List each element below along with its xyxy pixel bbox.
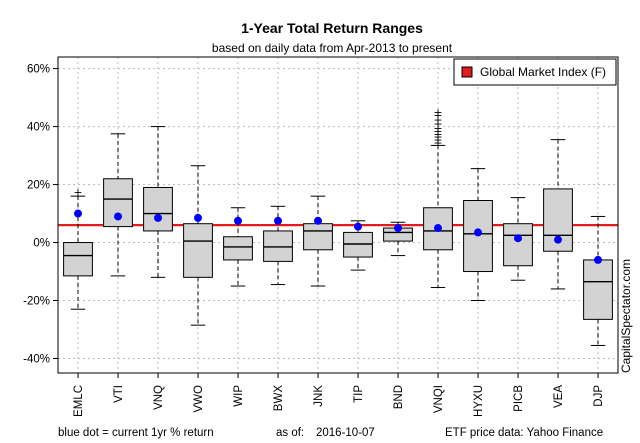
current-return-dot [114, 212, 122, 221]
x-tick-label: TIP [353, 385, 365, 403]
x-tick-label: VEA [553, 385, 565, 408]
boxplot-picb [503, 197, 533, 281]
box [263, 230, 293, 262]
y-tick-label: -20% [23, 296, 50, 308]
boxplot-vnq [143, 126, 173, 278]
side-label: CapitalSpectator.com [619, 259, 633, 373]
x-tick-label: BND [393, 385, 405, 409]
x-tick-label: VNQI [433, 385, 445, 413]
x-tick-label: VTI [113, 385, 125, 403]
box [303, 223, 333, 251]
boxplot-vwo [183, 165, 213, 326]
outlier-point: + [433, 134, 442, 147]
outlier-point: + [433, 131, 442, 144]
chart-title: 1-Year Total Return Ranges [241, 20, 423, 36]
y-tick-label: 60% [27, 64, 50, 76]
x-tick-label: HYXU [473, 385, 485, 417]
footer-note: blue dot = current 1yr % return [58, 427, 214, 439]
legend-swatch [461, 66, 473, 78]
box [583, 259, 613, 320]
boxplots: +++++++++++ [63, 106, 613, 346]
current-return-dots [74, 209, 602, 264]
current-return-dot [394, 224, 402, 233]
x-tick-label: VNQ [153, 385, 165, 410]
x-tick-label: JNK [313, 385, 325, 407]
current-return-dot [554, 235, 562, 244]
boxplot-bwx [263, 205, 293, 286]
outlier-point: + [433, 106, 442, 119]
current-return-dot [154, 213, 162, 222]
outlier-point: + [433, 113, 442, 126]
x-axis: EMLC VTI VNQ VWO WIP BWX JNK TIP BND VNQI HYXU PICB… [73, 373, 605, 417]
grid [58, 57, 618, 373]
box [503, 223, 533, 267]
x-tick-label: BWX [273, 385, 285, 412]
y-tick-label: 40% [27, 122, 50, 134]
outlier-point: + [433, 125, 442, 138]
legend-box [453, 58, 617, 86]
y-axis: -40% -20% 0% 20% 40% 60% [23, 64, 58, 366]
current-return-dot [74, 209, 82, 218]
current-return-dot [234, 216, 242, 225]
outlier-point: + [433, 109, 442, 122]
boxplot-vea [543, 139, 573, 290]
outlier-point: + [433, 137, 442, 150]
plot-frame [57, 56, 619, 374]
legend: Global Market Index (F) [453, 58, 617, 86]
boxplot-vnqi: ++++++++++ [423, 106, 453, 288]
y-tick-label: 20% [27, 180, 50, 192]
footer-as-of-date: 2016-10-07 [316, 427, 375, 439]
boxplot-djp [583, 215, 613, 346]
footer-source: ETF price data: Yahoo Finance [445, 427, 603, 439]
box [143, 186, 173, 232]
current-return-dot [434, 224, 442, 233]
x-tick-label: WIP [233, 385, 245, 407]
outlier-point: + [433, 122, 442, 135]
x-tick-label: EMLC [73, 385, 85, 417]
current-return-dot [594, 255, 602, 264]
outlier-point: + [433, 128, 442, 141]
boxplot-vti [103, 133, 133, 277]
x-tick-label: VWO [193, 385, 205, 413]
footer-as-of-label: as of: [276, 427, 304, 439]
chart-subtitle: based on daily data from Apr-2013 to pre… [212, 41, 453, 55]
outlier-point: + [433, 118, 442, 131]
x-tick-label: DJP [593, 385, 605, 407]
box [223, 236, 253, 261]
current-return-dot [274, 216, 282, 225]
boxplot-emlc: + [63, 186, 93, 310]
x-tick-label: PICB [513, 385, 525, 412]
boxplot-jnk [303, 195, 333, 287]
current-return-dot [194, 213, 202, 222]
legend-label: Global Market Index (F) [480, 65, 606, 79]
box [343, 231, 373, 258]
y-tick-label: -40% [23, 354, 50, 366]
y-tick-label: 0% [33, 238, 50, 250]
box [63, 242, 93, 277]
current-return-dot [474, 228, 482, 237]
current-return-dot [354, 222, 362, 231]
current-return-dot [314, 216, 322, 225]
box [183, 223, 213, 278]
current-return-dot [514, 234, 522, 243]
outlier-point: + [73, 186, 82, 199]
